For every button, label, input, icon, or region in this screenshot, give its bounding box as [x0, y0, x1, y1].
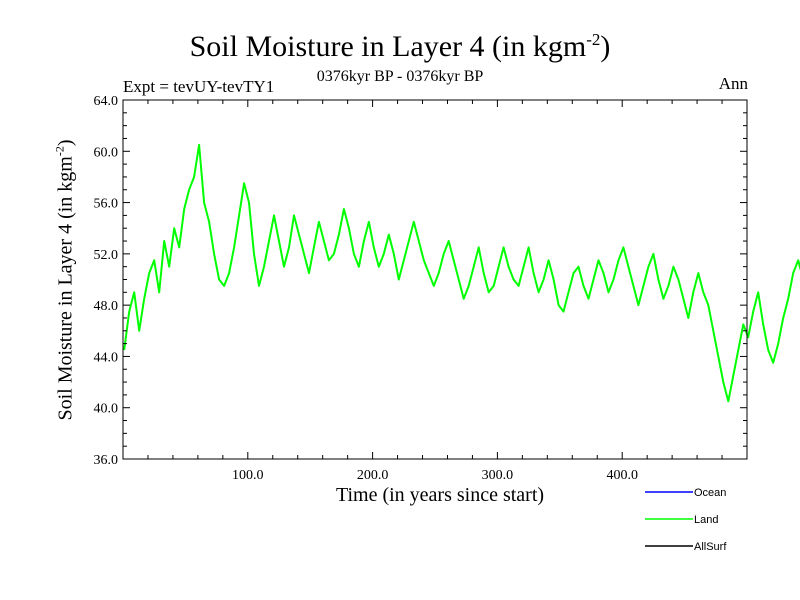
- series-line-land: [123, 143, 800, 403]
- x-tick-label: 200.0: [357, 468, 389, 483]
- y-tick-label: 44.0: [94, 350, 119, 365]
- x-tick-label: 300.0: [482, 468, 514, 483]
- y-tick-label: 56.0: [94, 197, 119, 212]
- chart-title: Soil Moisture in Layer 4 (in kgm-2): [189, 30, 611, 63]
- y-tick-label: 64.0: [94, 94, 119, 109]
- legend-label-ocean: Ocean: [694, 487, 726, 499]
- experiment-label: Expt = tevUY-tevTY1: [123, 77, 275, 96]
- y-tick-label: 36.0: [94, 453, 119, 468]
- y-tick-label: 48.0: [94, 299, 119, 314]
- plot-frame: [122, 99, 748, 460]
- x-tick-label: 100.0: [232, 468, 264, 483]
- legend-label-land: Land: [694, 514, 718, 526]
- y-tick-label: 60.0: [94, 145, 119, 160]
- season-label: Ann: [718, 74, 748, 93]
- y-tick-label: 40.0: [94, 402, 119, 417]
- chart-subtitle: 0376kyr BP - 0376kyr BP: [316, 68, 484, 85]
- x-axis-label: Time (in years since start): [335, 484, 545, 506]
- legend-label-allsurf: AllSurf: [694, 541, 727, 553]
- x-tick-label: 400.0: [606, 468, 638, 483]
- y-tick-label: 52.0: [94, 248, 119, 263]
